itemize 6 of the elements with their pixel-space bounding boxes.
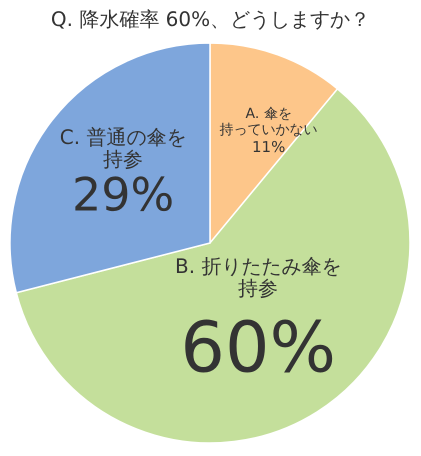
- data-label: 60%: [180, 306, 336, 388]
- slice-label: A. 傘を持っていかない: [220, 106, 318, 138]
- slice-label: B. 折りたたみ傘を持参: [175, 254, 342, 300]
- data-label: 11%: [252, 138, 286, 156]
- slice-label: C. 普通の傘を持参: [60, 124, 186, 171]
- chart-title: Q. 降水確率 60%、どうしますか？: [50, 7, 370, 31]
